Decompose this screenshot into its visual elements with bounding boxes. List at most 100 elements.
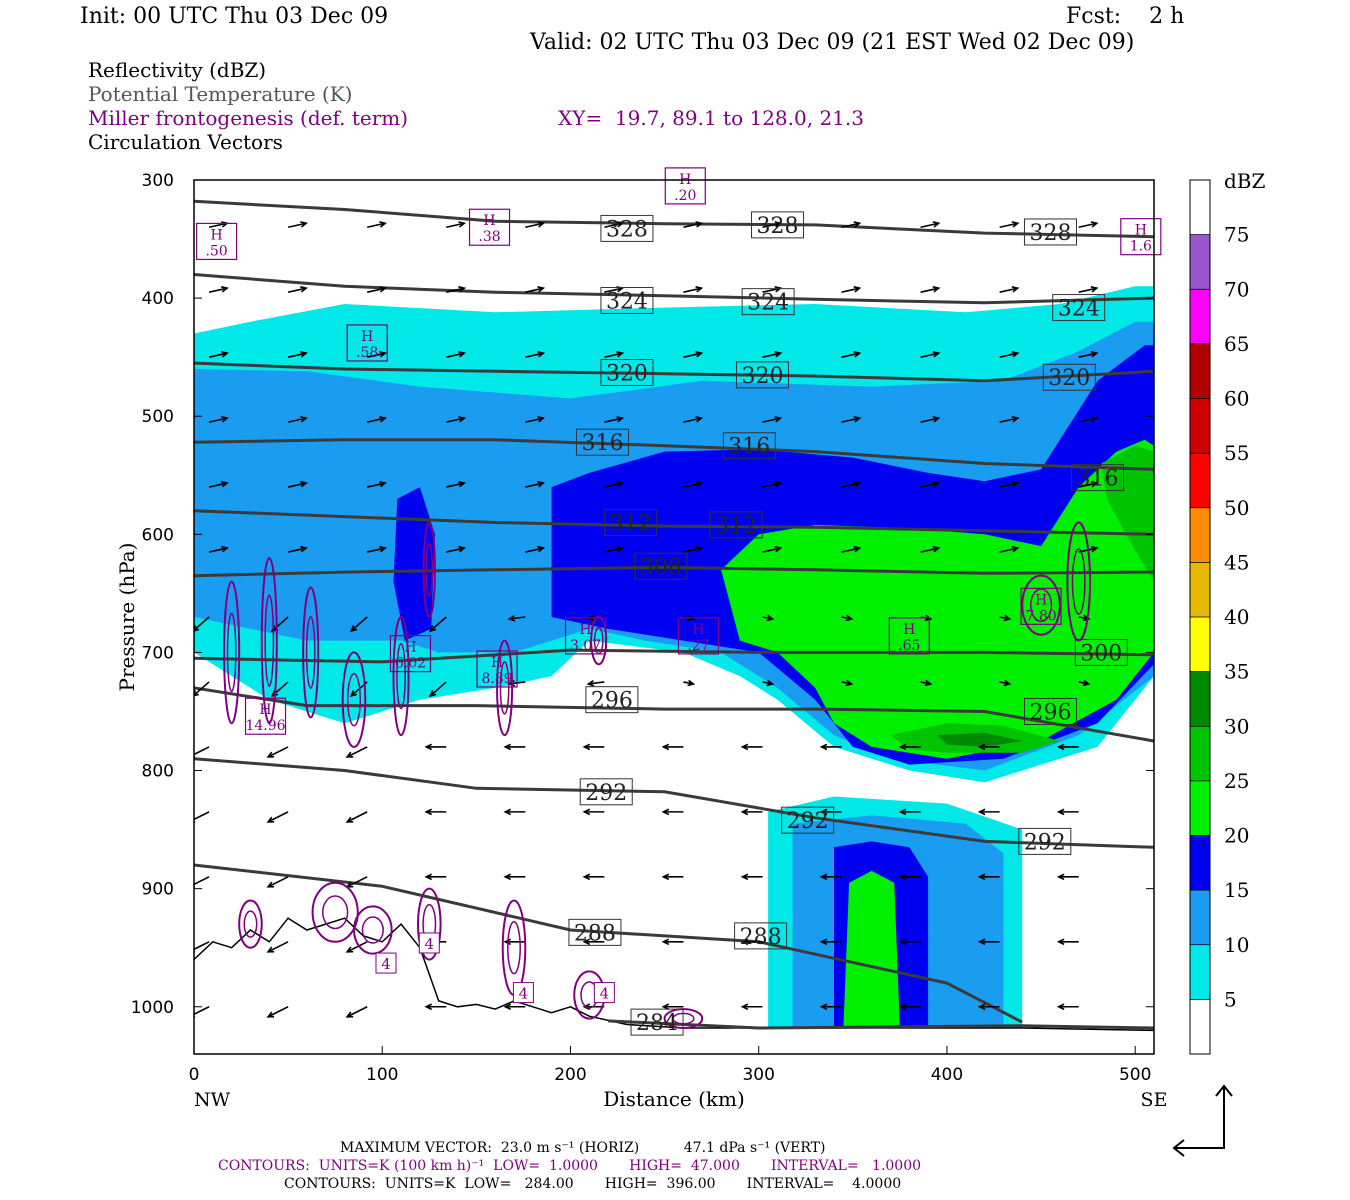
- theta-328-label-box: [600, 214, 654, 242]
- reflectivity-low-level-green: [843, 870, 900, 1028]
- init-time: Init: 00 UTC Thu 03 Dec 09: [80, 4, 389, 29]
- vector-head-137: [503, 938, 512, 946]
- vector-head-42: [616, 415, 625, 423]
- vector-head-49: [221, 480, 229, 488]
- vector-head-93: [845, 679, 854, 687]
- theta-312-label-box: [709, 511, 763, 539]
- fronto-contour-0: [223, 580, 241, 725]
- fronto-max-box: [888, 617, 930, 655]
- vector-arrow-89: [588, 681, 605, 685]
- vector-arrow-132: [194, 941, 210, 951]
- vector-head-56: [774, 480, 783, 488]
- vector-head-15: [379, 286, 387, 293]
- vector-head-115: [661, 808, 670, 816]
- fronto-max-value: .65: [898, 638, 920, 654]
- vector-head-139: [661, 938, 670, 946]
- vector-arrow-35: [1078, 352, 1097, 358]
- fronto-contour-inner-11: [361, 916, 384, 944]
- colorbar-label: 45: [1224, 550, 1249, 574]
- theta-328-label: 328: [606, 217, 648, 242]
- vector-head-72: [1090, 545, 1099, 553]
- vector-arrow-64: [525, 547, 544, 553]
- vector-arrow-32: [841, 352, 860, 358]
- vector-head-9: [853, 221, 862, 228]
- max-vector-note: MAXIMUM VECTOR: 23.0 m s⁻¹ (HORIZ) 47.1 …: [340, 1140, 826, 1156]
- fronto-contour-inner-16: [243, 910, 258, 938]
- vector-head-156: [1056, 1003, 1065, 1011]
- theta-320-label: 320: [741, 364, 783, 389]
- theta-288-label: 288: [574, 921, 616, 946]
- y-tick-label: 1000: [131, 998, 174, 1018]
- vector-head-70: [932, 545, 941, 553]
- theta-320-label: 320: [606, 362, 648, 387]
- vector-arrow-54: [683, 482, 702, 488]
- theta-324-label: 324: [606, 289, 648, 314]
- vector-arrow-22: [999, 287, 1018, 293]
- vector-arrow-59: [1078, 482, 1097, 488]
- vector-head-118: [898, 808, 907, 816]
- vector-head-148: [424, 1003, 432, 1011]
- vector-head-68: [774, 545, 783, 553]
- colorbar-cell: [1190, 343, 1210, 399]
- theta-296-label: 296: [591, 689, 633, 714]
- vector-head-100: [424, 743, 432, 751]
- vector-arrow-57: [920, 482, 939, 488]
- vector-head-24: [1090, 286, 1099, 293]
- reflectivity-20-25-band: [721, 439, 1154, 759]
- theta-292-line: [194, 757, 1154, 849]
- fronto-contour-inner-4: [396, 642, 406, 710]
- fronto-contour-13: [501, 899, 527, 996]
- theta-292-label: 292: [585, 781, 627, 806]
- vector-arrow-43: [762, 417, 781, 423]
- vector-head-60: [1090, 480, 1099, 488]
- vector-head-31: [695, 351, 704, 358]
- vector-head-58: [932, 480, 941, 488]
- vector-arrow-52: [525, 482, 544, 488]
- vector-arrow-61: [287, 547, 307, 553]
- vector-head-140: [740, 938, 749, 946]
- vector-head-39: [379, 415, 387, 423]
- vector-arrow-6: [683, 222, 702, 229]
- fronto-contour-3: [341, 651, 367, 748]
- vector-arrow-45: [920, 417, 939, 423]
- vector-arrow-62: [367, 547, 386, 553]
- fronto-contour-inner-9: [1071, 548, 1086, 615]
- colorbar-cell: [1190, 562, 1210, 617]
- vector-head-29: [537, 351, 546, 358]
- fronto-max-H: H: [692, 622, 704, 638]
- colorbar-label: 10: [1224, 933, 1249, 957]
- vector-head-130: [898, 873, 907, 881]
- fronto-max-H: H: [1135, 223, 1147, 239]
- vector-arrow-28: [525, 352, 544, 358]
- vector-arrow-145: [267, 1006, 289, 1018]
- vector-head-106: [898, 743, 907, 751]
- vector-arrow-58: [999, 482, 1018, 488]
- theta-308-label-box: [634, 552, 688, 580]
- vector-arrow-144: [194, 1006, 210, 1016]
- vector-head-149: [503, 1003, 512, 1011]
- fronto-max-box: [195, 222, 238, 261]
- vector-head-6: [616, 221, 625, 228]
- colorbar-label: 75: [1224, 223, 1249, 247]
- colorbar-label: 65: [1224, 332, 1249, 356]
- vector-head-16: [458, 286, 467, 293]
- vector-arrow-33: [920, 352, 939, 358]
- vector-head-28: [458, 351, 467, 358]
- vector-head-62: [300, 545, 308, 553]
- colorbar-label: 40: [1224, 605, 1249, 629]
- vector-head-48: [1090, 415, 1099, 423]
- fronto-contour-inner-13: [507, 920, 521, 975]
- colorbar-cell: [1190, 289, 1210, 344]
- reference-vector-head-left: [1172, 1139, 1185, 1157]
- vector-arrow-8: [841, 222, 860, 229]
- fronto-contour-label: 4: [600, 985, 610, 1003]
- forecast-hour: Fcst: 2 h: [1066, 4, 1185, 29]
- fronto-max-box: [677, 617, 720, 655]
- vector-head-90: [586, 680, 595, 687]
- vector-arrow-29: [604, 352, 623, 358]
- vector-arrow-41: [604, 417, 623, 423]
- vector-arrow-73: [271, 616, 289, 632]
- colorbar-label: 25: [1224, 769, 1249, 793]
- vector-head-116: [740, 808, 749, 816]
- vector-head-40: [458, 415, 467, 423]
